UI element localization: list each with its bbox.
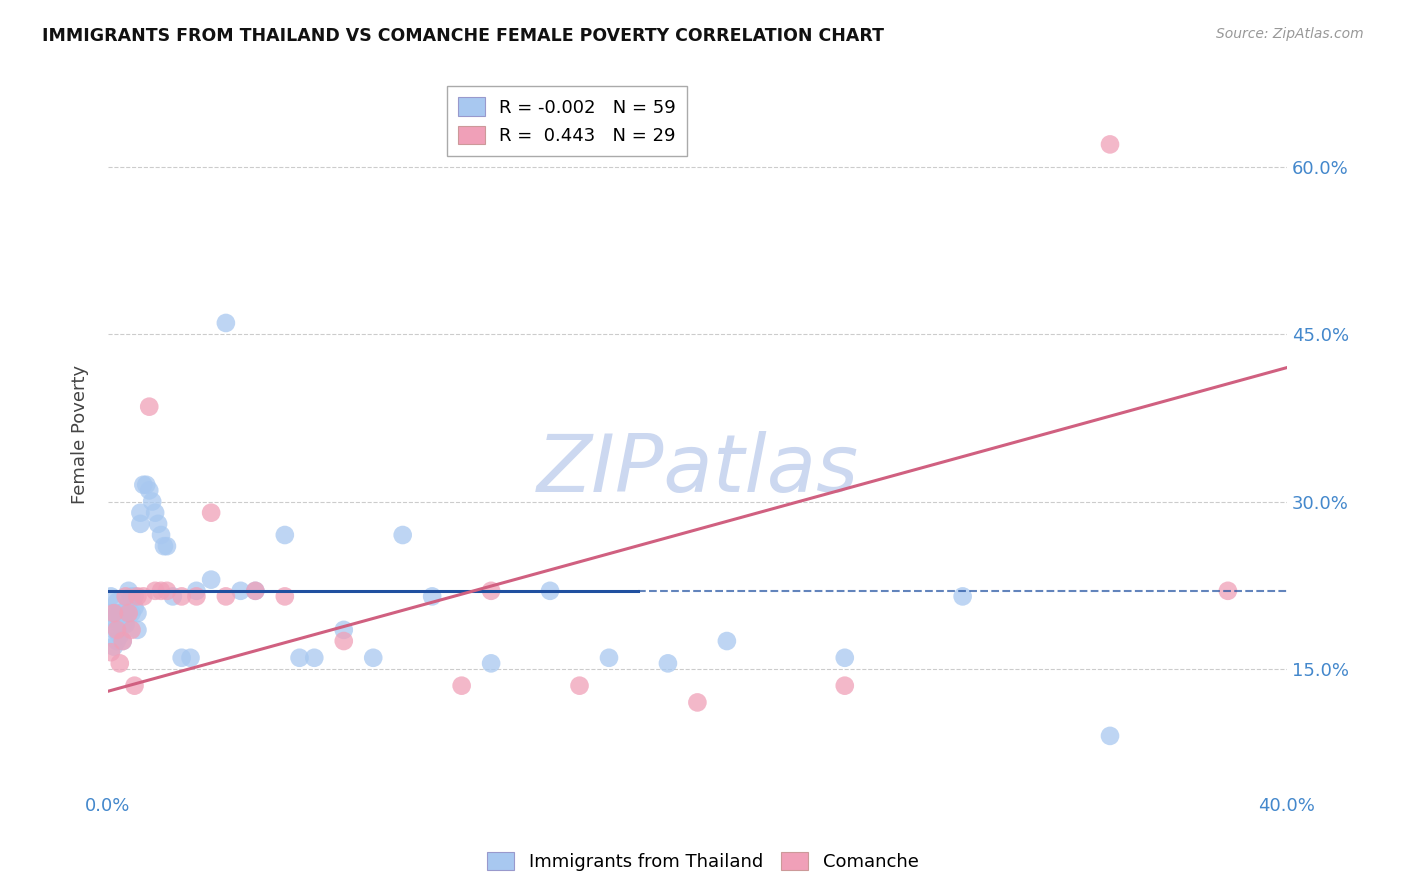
Point xyxy=(103,612,125,626)
Point xyxy=(361,650,384,665)
Point xyxy=(117,595,139,609)
Point xyxy=(716,634,738,648)
Point xyxy=(229,583,252,598)
Point xyxy=(215,316,238,330)
Point xyxy=(103,640,125,654)
Point xyxy=(114,617,136,632)
Point xyxy=(156,539,179,553)
Point xyxy=(108,628,131,642)
Point xyxy=(245,583,267,598)
Point xyxy=(215,590,238,604)
Point xyxy=(114,606,136,620)
Point xyxy=(834,650,856,665)
Point xyxy=(105,606,128,620)
Point xyxy=(124,590,146,604)
Point xyxy=(108,657,131,671)
Point xyxy=(179,650,201,665)
Point xyxy=(124,600,146,615)
Point xyxy=(121,590,143,604)
Point xyxy=(132,590,155,604)
Point xyxy=(150,583,173,598)
Point xyxy=(132,477,155,491)
Point xyxy=(274,590,297,604)
Point xyxy=(186,590,208,604)
Legend: R = -0.002   N = 59, R =  0.443   N = 29: R = -0.002 N = 59, R = 0.443 N = 29 xyxy=(447,87,688,156)
Point xyxy=(129,516,152,531)
Point xyxy=(200,506,222,520)
Point xyxy=(1216,583,1239,598)
Point xyxy=(108,617,131,632)
Point xyxy=(1098,137,1121,152)
Point xyxy=(103,606,125,620)
Point xyxy=(143,583,166,598)
Text: ZIPatlas: ZIPatlas xyxy=(536,432,859,509)
Point xyxy=(420,590,443,604)
Point xyxy=(598,650,620,665)
Point xyxy=(108,606,131,620)
Point xyxy=(127,623,149,637)
Point xyxy=(121,623,143,637)
Text: Source: ZipAtlas.com: Source: ZipAtlas.com xyxy=(1216,27,1364,41)
Point xyxy=(117,583,139,598)
Point xyxy=(138,400,160,414)
Point xyxy=(834,679,856,693)
Point xyxy=(105,634,128,648)
Point xyxy=(657,657,679,671)
Point xyxy=(146,516,169,531)
Point xyxy=(686,695,709,709)
Point xyxy=(200,573,222,587)
Point xyxy=(450,679,472,693)
Point xyxy=(121,606,143,620)
Point xyxy=(245,583,267,598)
Point xyxy=(138,483,160,498)
Point xyxy=(111,634,134,648)
Point xyxy=(111,606,134,620)
Point xyxy=(479,657,502,671)
Point xyxy=(124,679,146,693)
Point xyxy=(479,583,502,598)
Point xyxy=(952,590,974,604)
Point xyxy=(100,606,122,620)
Point xyxy=(332,623,354,637)
Point xyxy=(391,528,413,542)
Y-axis label: Female Poverty: Female Poverty xyxy=(72,365,89,504)
Point xyxy=(127,606,149,620)
Point xyxy=(117,606,139,620)
Point xyxy=(288,650,311,665)
Point xyxy=(153,539,176,553)
Point xyxy=(170,590,193,604)
Point xyxy=(129,506,152,520)
Point xyxy=(1098,729,1121,743)
Point xyxy=(105,623,128,637)
Point xyxy=(111,617,134,632)
Point xyxy=(538,583,561,598)
Point xyxy=(114,590,136,604)
Point xyxy=(170,650,193,665)
Point xyxy=(105,623,128,637)
Point xyxy=(162,590,184,604)
Point xyxy=(304,650,326,665)
Point xyxy=(568,679,591,693)
Legend: Immigrants from Thailand, Comanche: Immigrants from Thailand, Comanche xyxy=(481,845,925,879)
Point xyxy=(332,634,354,648)
Point xyxy=(105,595,128,609)
Point xyxy=(186,583,208,598)
Point xyxy=(150,528,173,542)
Point xyxy=(143,506,166,520)
Point xyxy=(127,590,149,604)
Point xyxy=(156,583,179,598)
Point xyxy=(100,645,122,659)
Point xyxy=(100,590,122,604)
Point xyxy=(103,623,125,637)
Point xyxy=(111,634,134,648)
Point xyxy=(274,528,297,542)
Point xyxy=(141,494,163,508)
Text: IMMIGRANTS FROM THAILAND VS COMANCHE FEMALE POVERTY CORRELATION CHART: IMMIGRANTS FROM THAILAND VS COMANCHE FEM… xyxy=(42,27,884,45)
Point xyxy=(135,477,157,491)
